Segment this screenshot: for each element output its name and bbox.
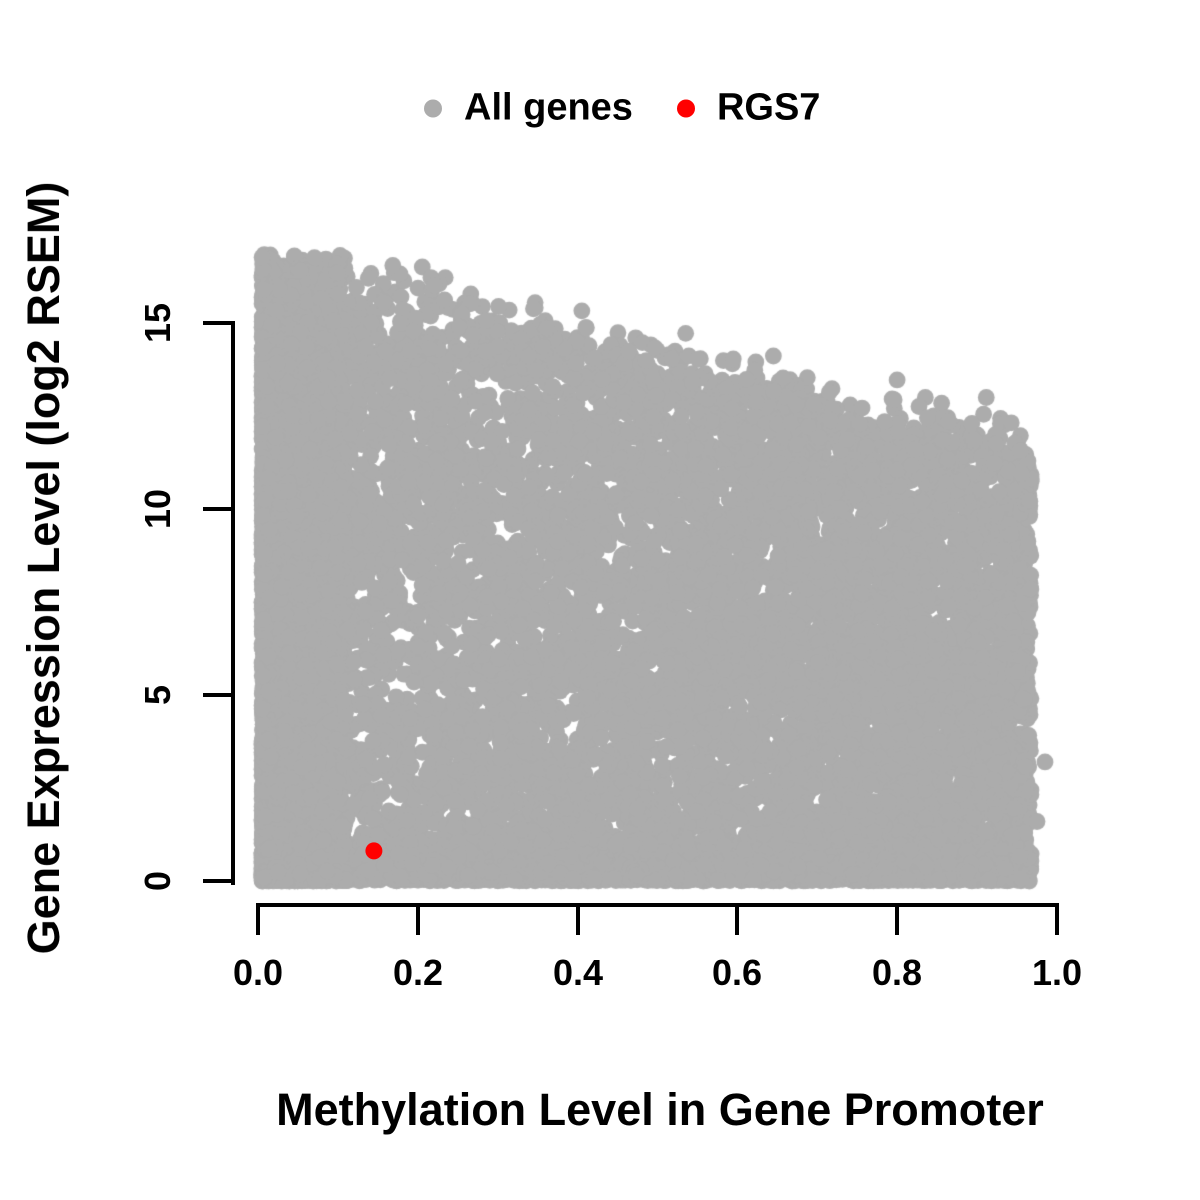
y-axis-tick-0 (203, 879, 231, 883)
x-axis-line (256, 903, 1059, 907)
legend-item-rgs7: RGS7 (676, 86, 821, 130)
x-axis-tick-label: 0.8 (871, 952, 923, 993)
legend: All genes RGS7 (424, 87, 820, 130)
x-axis-tick-label: 0.0 (232, 952, 284, 993)
y-axis-line (231, 321, 235, 885)
y-axis-tick-10 (203, 507, 231, 511)
x-axis-tick-0.8 (895, 907, 899, 935)
rgs7-point (365, 842, 383, 860)
x-axis-tick-1.0 (1055, 907, 1059, 935)
x-axis-tick-0.4 (576, 907, 580, 935)
x-axis-title: Methylation Level in Gene Promoter (276, 1084, 1044, 1135)
y-axis-tick-5 (203, 693, 231, 697)
x-axis-tick-0.6 (735, 907, 739, 935)
legend-item-all-genes: All genes (424, 87, 633, 130)
y-axis-tick-label: 10 (137, 488, 178, 530)
x-axis-tick-label: 0.2 (392, 952, 444, 993)
legend-marker-rgs7-icon (676, 99, 695, 117)
legend-label-rgs7: RGS7 (716, 86, 821, 129)
x-axis-tick-0.2 (416, 907, 420, 935)
y-axis-tick-label: 5 (137, 684, 178, 706)
x-axis-tick-label: 1.0 (1031, 952, 1083, 993)
y-axis-tick-label: 0 (137, 870, 178, 892)
y-axis-title: Gene Expression Level (log2 RSEM) (18, 181, 69, 955)
x-axis-tick-0.0 (256, 907, 260, 935)
y-axis-tick-label: 15 (137, 302, 178, 344)
x-axis-tick-label: 0.4 (552, 952, 604, 993)
legend-label-all-genes: All genes (464, 86, 633, 129)
x-axis-tick-label: 0.6 (711, 952, 763, 993)
legend-marker-all-genes-icon (424, 99, 442, 117)
y-axis-tick-15 (203, 321, 231, 325)
